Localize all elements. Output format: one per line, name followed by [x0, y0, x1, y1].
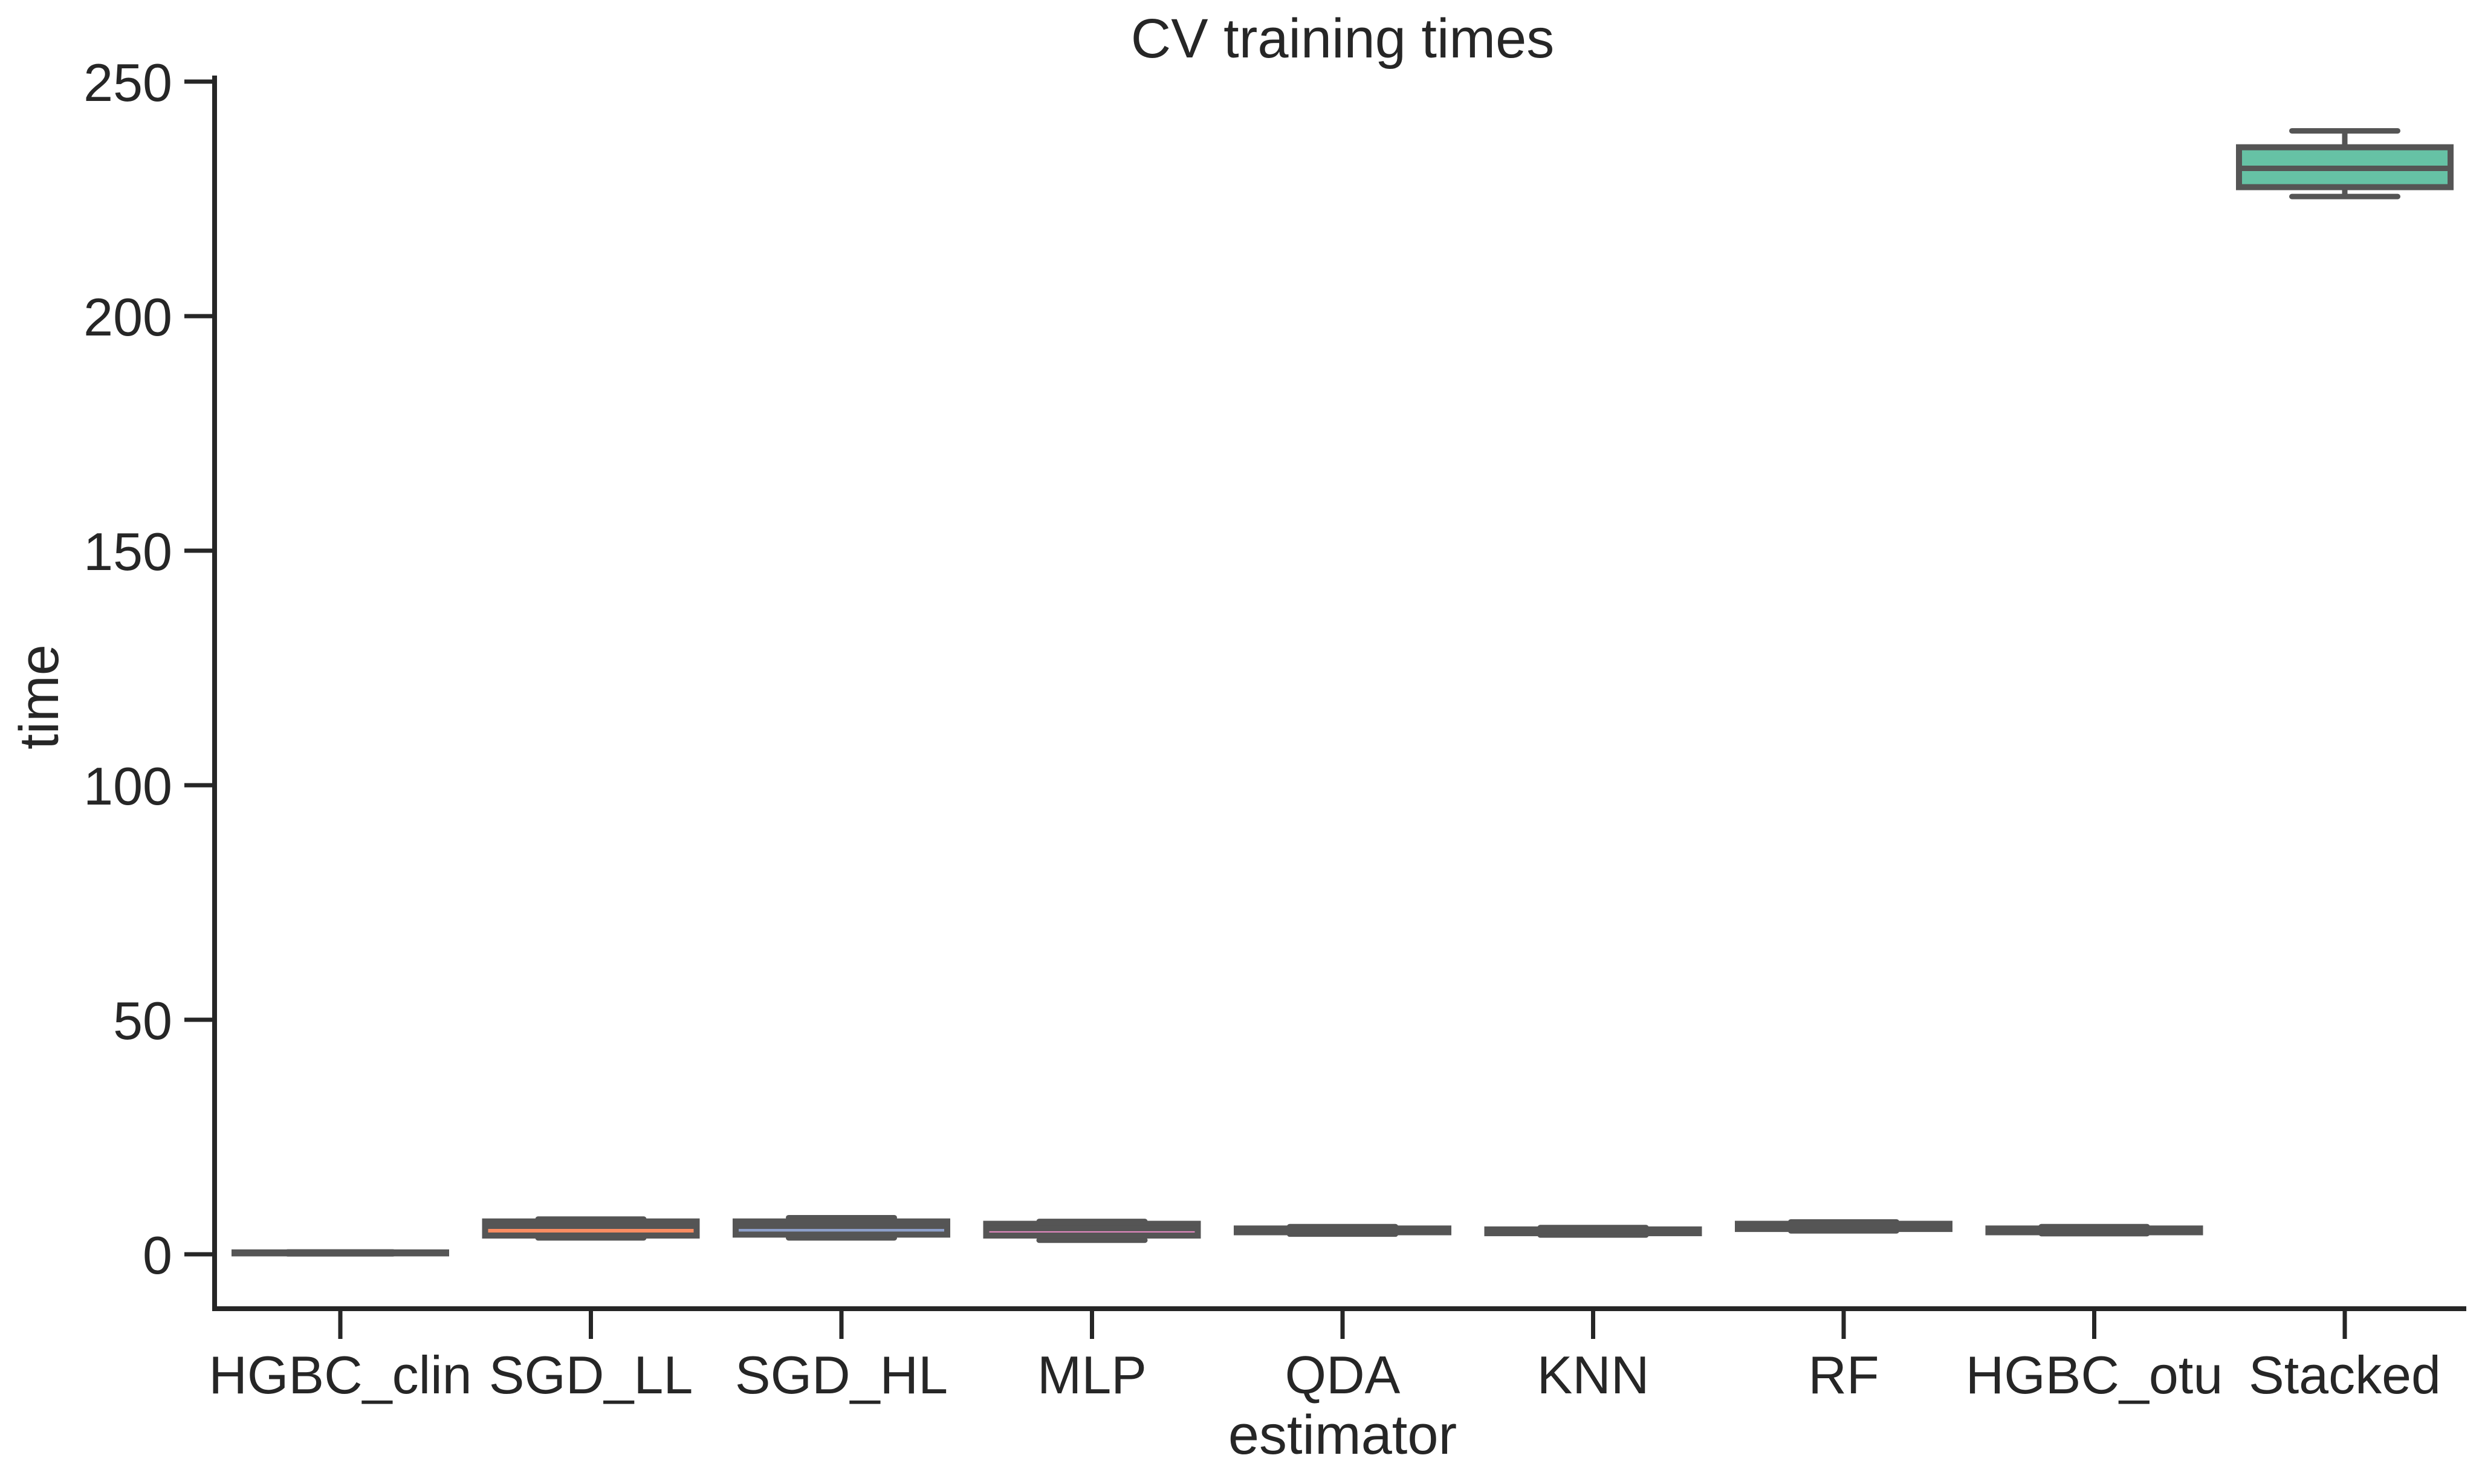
y-tick-label: 50 [113, 991, 172, 1051]
x-tick-label: Stacked [2249, 1345, 2441, 1405]
box-hgbc-otu [1985, 1223, 2203, 1237]
y-tick-label: 0 [143, 1225, 172, 1285]
x-tick-label: RF [1808, 1345, 1879, 1405]
y-tick-label: 100 [83, 756, 172, 816]
x-tick-label: HGBC_otu [1966, 1345, 2223, 1405]
y-axis: 0 50 100 150 200 250 [83, 53, 217, 1309]
box-sgd-ll [482, 1216, 700, 1241]
x-tick-label: SGD_HL [735, 1345, 948, 1405]
box-hgbc-clin [232, 1249, 449, 1257]
box-rf [1735, 1219, 1952, 1234]
box-knn [1484, 1225, 1702, 1238]
y-tick-label: 150 [83, 522, 172, 582]
x-tick-label: HGBC_clin [209, 1345, 471, 1405]
x-axis: HGBC_clin SGD_LL SGD_HL MLP QDA KNN RF HGBC_otu… [209, 1306, 2466, 1405]
x-tick-label: MLP [1037, 1345, 1147, 1405]
x-tick-label: SGD_LL [489, 1345, 693, 1405]
chart-title: CV training times [1131, 8, 1554, 70]
box-stacked [2236, 128, 2454, 199]
y-tick-label: 250 [83, 53, 172, 112]
y-axis-label: time [8, 644, 70, 750]
x-tick-label: QDA [1285, 1345, 1401, 1405]
box-qda [1234, 1223, 1451, 1237]
box-series [232, 128, 2454, 1257]
box-sgd-hl [733, 1214, 950, 1241]
y-tick-label: 200 [83, 287, 172, 347]
x-axis-label: estimator [1228, 1404, 1457, 1466]
box-mlp [983, 1219, 1201, 1243]
x-tick-label: KNN [1537, 1345, 1650, 1405]
